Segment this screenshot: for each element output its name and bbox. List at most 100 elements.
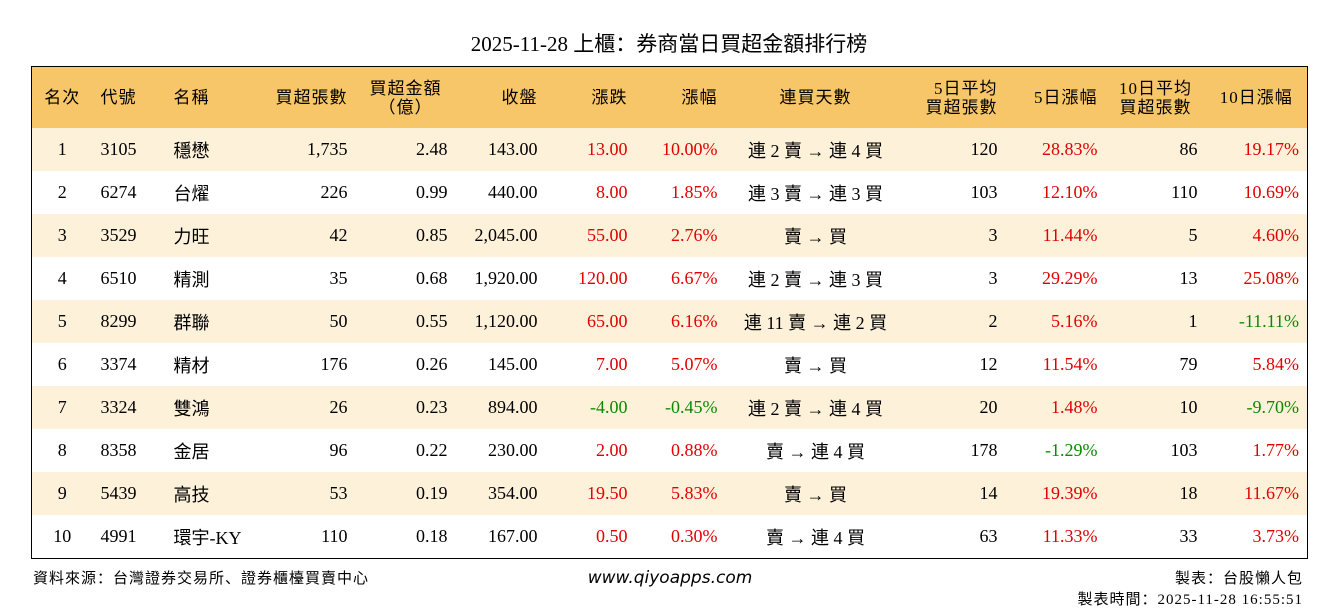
table-cell: 354.00 bbox=[455, 472, 546, 515]
table-cell: 1 bbox=[1105, 300, 1206, 343]
table-row: 4 6510 精測 35 0.68 1,920.00 120.00 6.67% 連 2 賣 → … bbox=[32, 257, 1308, 300]
table-cell: 110 bbox=[1171, 182, 1198, 202]
column-header: 5日平均 買超張數 bbox=[905, 66, 1006, 128]
column-header: 漲跌 bbox=[545, 66, 636, 128]
table-cell: 賣 → 買 bbox=[725, 472, 906, 515]
table-row: 2 6274 台燿 226 0.99 440.00 8.00 1.85% 連 3 賣 → 連 3… bbox=[32, 171, 1308, 214]
table-cell: 35 bbox=[329, 268, 348, 288]
table-cell: 1,920.00 bbox=[474, 268, 538, 288]
table-cell: 55.00 bbox=[545, 214, 636, 257]
table-cell: -1.29% bbox=[1045, 440, 1098, 460]
table-cell: 33 bbox=[1179, 526, 1198, 546]
table-cell: 8 bbox=[57, 440, 67, 460]
table-cell: 連 2 賣 → 連 4 買 bbox=[725, 386, 906, 429]
table-cell: 3 bbox=[988, 268, 998, 288]
table-cell: 賣 → 買 bbox=[784, 355, 847, 376]
table-cell: 63 bbox=[979, 526, 998, 546]
table-cell: 0.68 bbox=[416, 268, 448, 288]
table-cell: 2.48 bbox=[355, 128, 456, 171]
table-cell: 0.30% bbox=[671, 526, 718, 546]
table-cell: 894.00 bbox=[455, 386, 546, 429]
table-cell: 11.67% bbox=[1205, 472, 1308, 515]
table-cell: 110 bbox=[321, 526, 348, 546]
table-cell: 178 bbox=[970, 440, 998, 460]
table-cell: 3529 bbox=[92, 214, 166, 257]
table-cell: 2 bbox=[57, 182, 67, 202]
table-cell: 53 bbox=[250, 472, 356, 515]
table-cell: 7 bbox=[31, 386, 93, 429]
column-header: 10日平均 買超張數 bbox=[1105, 66, 1206, 128]
table-cell: 賣 → 連 4 買 bbox=[766, 527, 865, 548]
ranking-table: 名次 代號 名稱 買超張數 買超金額 （億） 收盤 漲跌 漲幅 連買天數 5日平均 買超張數 5日漲… bbox=[31, 66, 1308, 559]
table-cell: 連 2 賣 → 連 3 買 bbox=[748, 269, 883, 290]
table-cell: 0.99 bbox=[416, 182, 448, 202]
column-header: 收盤 bbox=[455, 66, 546, 128]
table-cell: 5.16% bbox=[1005, 300, 1106, 343]
column-header: 名稱 bbox=[165, 66, 251, 128]
header-row: 名次 代號 名稱 買超張數 買超金額 （億） 收盤 漲跌 漲幅 連買天數 5日平均 買超張數 5日漲… bbox=[31, 66, 1308, 128]
table-cell: 4 bbox=[57, 268, 67, 288]
column-header: 代號 bbox=[92, 66, 166, 128]
table-cell: 120.00 bbox=[578, 268, 628, 288]
table-cell: 2 bbox=[905, 300, 1006, 343]
table-cell: 1.48% bbox=[1005, 386, 1106, 429]
table-cell: 6.67% bbox=[671, 268, 718, 288]
table-header: 名次 代號 名稱 買超張數 買超金額 （億） 收盤 漲跌 漲幅 連買天數 5日平均 買超張數 5日漲… bbox=[31, 66, 1308, 128]
table-cell: -9.70% bbox=[1205, 386, 1308, 429]
table-cell: 10 bbox=[53, 526, 72, 546]
table-cell: 金居 bbox=[173, 441, 210, 462]
time: 製表時間：2025-11-28 16:55:51 bbox=[1077, 592, 1303, 608]
table-cell: 50 bbox=[250, 300, 356, 343]
table-cell: 5 bbox=[31, 300, 93, 343]
table-cell: 連 2 賣 → 連 4 買 bbox=[725, 128, 906, 171]
table-cell: 5.07% bbox=[671, 354, 718, 374]
table-cell: 精材 bbox=[173, 355, 210, 376]
title: 2025-11-28 上櫃：券商當日買超金額排行榜 bbox=[470, 32, 868, 56]
table-cell: 賣 → 買 bbox=[725, 214, 906, 257]
maker: 製表：台股懶人包 bbox=[1174, 571, 1303, 587]
table-cell: 1 bbox=[31, 128, 93, 171]
table-cell: 精測 bbox=[173, 269, 210, 290]
table-cell: 連 3 賣 → 連 3 買 bbox=[748, 183, 883, 204]
table-cell: 環宇-KY bbox=[173, 527, 242, 548]
table-cell: -4.00 bbox=[545, 386, 636, 429]
table-cell: 10.00% bbox=[635, 128, 726, 171]
table-cell: 3 bbox=[905, 214, 1006, 257]
table-cell: 5 bbox=[1105, 214, 1206, 257]
table-cell: -0.45% bbox=[635, 386, 726, 429]
column-header: 5日漲幅 bbox=[1005, 66, 1106, 128]
table-cell: 台燿 bbox=[173, 183, 210, 204]
table-cell: 8358 bbox=[100, 440, 137, 460]
column-header: 買超張數 bbox=[250, 66, 356, 128]
table-cell: 86 bbox=[1105, 128, 1206, 171]
table-cell: 28.83% bbox=[1005, 128, 1106, 171]
table-cell: 4.60% bbox=[1205, 214, 1308, 257]
table-cell: 雙鴻 bbox=[165, 386, 251, 429]
table-cell: 11.33% bbox=[1042, 526, 1098, 546]
table-cell: 3 bbox=[31, 214, 93, 257]
table-cell: 13 bbox=[1179, 268, 1198, 288]
table-cell: 6510 bbox=[100, 268, 137, 288]
table-cell: 8299 bbox=[92, 300, 166, 343]
column-header: 漲幅 bbox=[635, 66, 726, 128]
table-cell: 2.76% bbox=[635, 214, 726, 257]
table-cell: 440.00 bbox=[488, 182, 538, 202]
table-cell: 26 bbox=[250, 386, 356, 429]
table-cell: 賣 → 連 4 買 bbox=[766, 441, 865, 462]
table-cell: 2.00 bbox=[596, 440, 628, 460]
column-header: 買超金額 （億） bbox=[355, 66, 456, 128]
table-cell: 0.88% bbox=[671, 440, 718, 460]
table-row: 8 8358 金居 96 0.22 230.00 2.00 0.88% 賣 → 連 4 買 178… bbox=[32, 429, 1308, 472]
table-cell: 13.00 bbox=[545, 128, 636, 171]
table-cell: 103 bbox=[1170, 440, 1198, 460]
table-cell: 9 bbox=[31, 472, 93, 515]
table-row: 9 5439 高技 53 0.19 354.00 19.50 5.83% 賣 → 買 14 19.3… bbox=[31, 472, 1308, 515]
table-row: 6 3374 精材 176 0.26 145.00 7.00 5.07% 賣 → 買 12 11.5… bbox=[32, 343, 1308, 386]
table-cell: 230.00 bbox=[488, 440, 538, 460]
table-cell: 連 11 賣 → 連 2 買 bbox=[725, 300, 906, 343]
website: www.qiyoapps.com bbox=[587, 568, 753, 588]
table-cell: 167.00 bbox=[488, 526, 538, 546]
table-cell: 5.84% bbox=[1252, 354, 1300, 374]
table-cell: 6 bbox=[57, 354, 67, 374]
table-cell: 6274 bbox=[100, 182, 137, 202]
